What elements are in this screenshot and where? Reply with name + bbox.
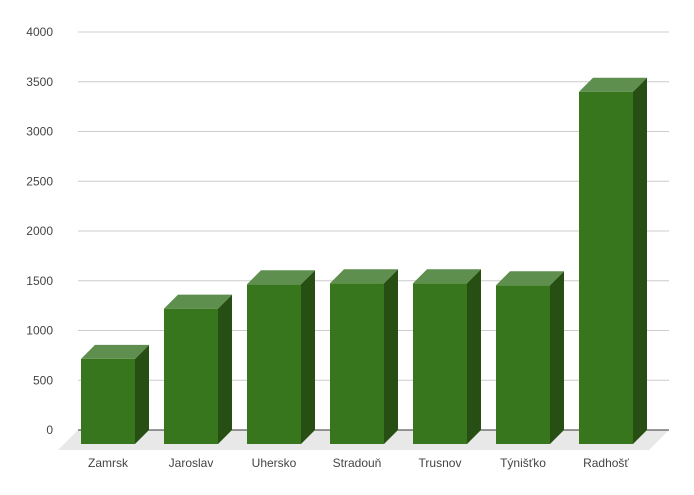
x-tick-label: Zamrsk — [88, 456, 129, 470]
y-tick-label: 3500 — [26, 75, 53, 89]
bar-side — [384, 269, 398, 444]
bar — [579, 77, 647, 445]
bar-front — [330, 283, 384, 444]
y-tick-label: 1000 — [26, 324, 53, 338]
x-axis-labels: Zamrsk Jaroslav Uhersko Stradouň Trusnov Týni… — [88, 456, 629, 470]
bar-side — [301, 270, 315, 444]
bar — [413, 269, 481, 444]
bar — [164, 294, 232, 444]
bar-top — [413, 269, 481, 284]
y-tick-label: 4000 — [26, 25, 53, 39]
bar-top — [164, 294, 232, 309]
bar-side — [467, 269, 481, 444]
bar-front — [413, 283, 467, 444]
y-axis-ticks: 0 500 1000 1500 2000 2500 3000 3500 4000 — [26, 25, 53, 437]
x-tick-label: Jaroslav — [169, 456, 214, 470]
bar-top — [496, 271, 564, 286]
bar-top — [81, 344, 149, 359]
x-tick-label: Uhersko — [252, 456, 297, 470]
bar-front — [81, 358, 135, 444]
bar-top — [247, 270, 315, 285]
bar — [81, 344, 149, 444]
x-tick-label: Týnišťko — [500, 456, 546, 470]
y-tick-label: 500 — [33, 373, 53, 387]
x-tick-label: Radhošť — [583, 456, 629, 470]
y-tick-label: 2500 — [26, 174, 53, 188]
bar — [496, 271, 564, 444]
bar-front — [579, 91, 633, 445]
x-tick-label: Stradouň — [333, 456, 382, 470]
bar — [330, 269, 398, 444]
bar-top — [579, 77, 647, 92]
y-tick-label: 3000 — [26, 125, 53, 139]
bar — [247, 270, 315, 444]
bar-front — [247, 284, 301, 444]
bar-side — [550, 271, 564, 444]
bar-side — [218, 294, 232, 444]
bar-front — [164, 308, 218, 444]
bar-side — [135, 344, 149, 444]
bar-top — [330, 269, 398, 284]
y-tick-label: 0 — [46, 423, 53, 437]
bar-front — [496, 285, 550, 444]
bar-side — [633, 77, 647, 445]
bars — [81, 77, 647, 445]
y-tick-label: 1500 — [26, 274, 53, 288]
x-tick-label: Trusnov — [419, 456, 462, 470]
y-tick-label: 2000 — [26, 224, 53, 238]
